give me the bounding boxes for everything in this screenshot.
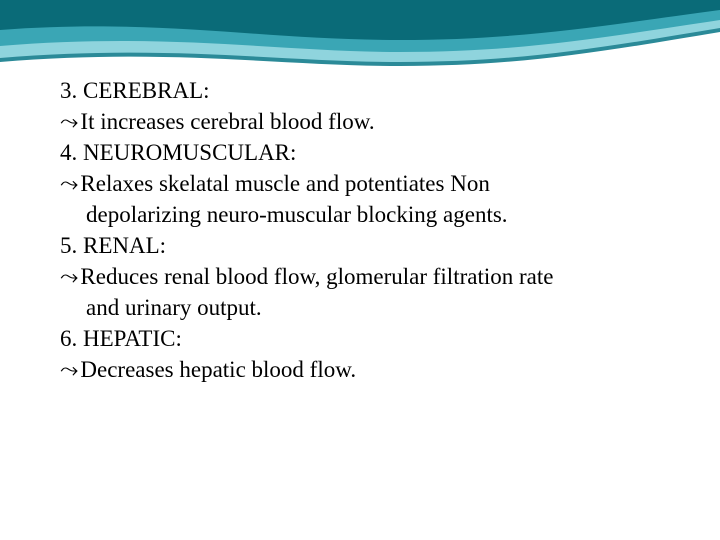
bullet-neuromuscular-1: ⤳ Relaxes skelatal muscle and potentiate… (60, 168, 670, 199)
header-wave (0, 0, 720, 80)
bullet-icon: ⤳ (60, 261, 78, 292)
text: and urinary output. (86, 295, 262, 320)
bullet-icon: ⤳ (60, 354, 78, 385)
bullet-icon: ⤳ (60, 106, 78, 137)
bullet-neuromuscular-1-cont: depolarizing neuro-muscular blocking age… (60, 199, 670, 230)
text: 5. RENAL: (60, 233, 166, 258)
heading-renal: 5. RENAL: (60, 230, 670, 261)
text: 3. CEREBRAL: (60, 78, 210, 103)
text: 6. HEPATIC: (60, 326, 182, 351)
text: It increases cerebral blood flow. (80, 106, 670, 137)
bullet-cerebral-1: ⤳ It increases cerebral blood flow. (60, 106, 670, 137)
wave-svg (0, 0, 720, 80)
bullet-icon: ⤳ (60, 168, 78, 199)
text: Relaxes skelatal muscle and potentiates … (80, 168, 670, 199)
text: Reduces renal blood flow, glomerular fil… (80, 261, 670, 292)
bullet-renal-1: ⤳ Reduces renal blood flow, glomerular f… (60, 261, 670, 292)
slide-body: 3. CEREBRAL: ⤳ It increases cerebral blo… (60, 75, 670, 385)
bullet-hepatic-1: ⤳ Decreases hepatic blood flow. (60, 354, 670, 385)
text: 4. NEUROMUSCULAR: (60, 140, 296, 165)
heading-neuromuscular: 4. NEUROMUSCULAR: (60, 137, 670, 168)
text: depolarizing neuro-muscular blocking age… (86, 202, 508, 227)
bullet-renal-1-cont: and urinary output. (60, 292, 670, 323)
text: Decreases hepatic blood flow. (80, 354, 670, 385)
heading-cerebral: 3. CEREBRAL: (60, 75, 670, 106)
heading-hepatic: 6. HEPATIC: (60, 323, 670, 354)
